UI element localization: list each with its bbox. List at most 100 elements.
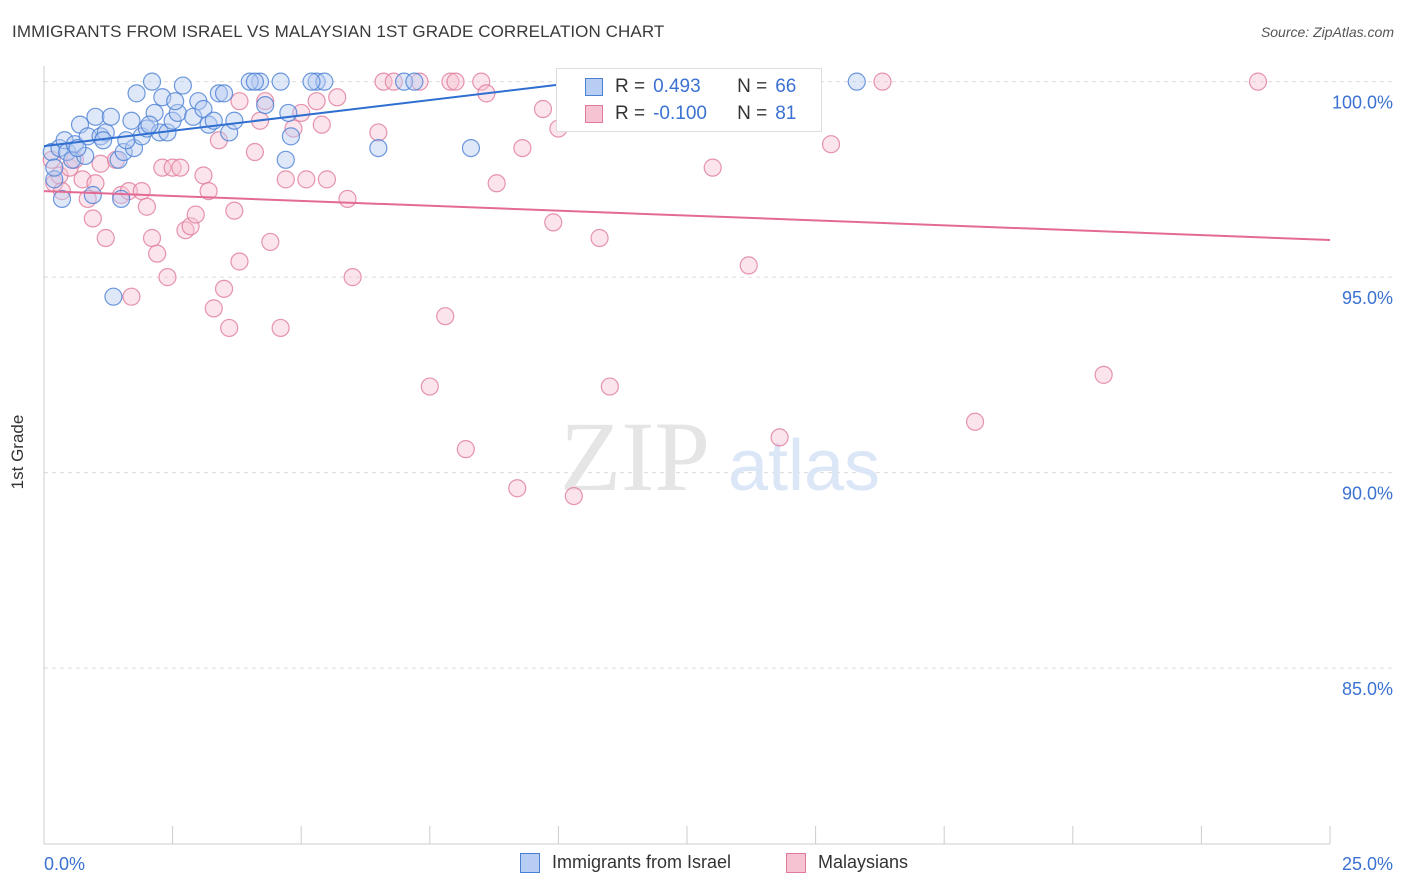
malaysian-point (384, 72, 403, 91)
malaysian-point (199, 182, 218, 201)
israel-point (83, 185, 102, 205)
israel-point (68, 139, 87, 158)
israel-point (166, 92, 185, 111)
israel-point (847, 72, 866, 91)
israel-point (405, 72, 424, 91)
israel-point (45, 158, 64, 177)
israel-point (114, 142, 133, 162)
israel-point (369, 139, 388, 158)
legend-label-israel: Immigrants from Israel (552, 852, 732, 872)
series-legend: Immigrants from Israel Malaysians (0, 852, 1406, 876)
malaysian-point (86, 174, 105, 193)
malaysian-point (564, 486, 583, 506)
israel-point (302, 72, 321, 91)
malaysian-point (374, 72, 393, 91)
legend-swatch-malaysians (786, 852, 806, 873)
israel-point (271, 72, 290, 91)
israel-point (104, 287, 123, 306)
legend-n-label: N = (737, 76, 768, 97)
malaysian-point (441, 72, 460, 91)
israel-point (245, 72, 265, 91)
malaysian-point (297, 170, 316, 189)
malaysian-point (204, 299, 223, 318)
israel-point (127, 84, 146, 103)
legend-r-value: 0.493 (653, 76, 701, 97)
malaysian-point (171, 158, 190, 177)
israel-point (307, 72, 326, 91)
malaysian-point (446, 72, 465, 91)
malaysian-point (220, 318, 239, 338)
malaysian-point (91, 154, 110, 173)
malaysian-point (487, 174, 506, 193)
malaysian-point (770, 428, 789, 447)
legend-item-israel[interactable]: Immigrants from Israel (520, 852, 731, 873)
israel-point (256, 95, 275, 115)
y-tick-label: 85.0% (1342, 679, 1393, 699)
israel-point (279, 103, 298, 123)
legend-item-malaysians[interactable]: Malaysians (786, 852, 908, 873)
malaysian-point (343, 268, 362, 287)
legend-swatch-israel (585, 78, 603, 96)
malaysian-point (533, 99, 553, 119)
malaysian-trend-line (43, 190, 1331, 241)
israel-point (145, 103, 164, 123)
israel-point (315, 72, 334, 91)
malaysian-point (271, 318, 290, 338)
source-label: Source: ZipAtlas.com (1260, 24, 1394, 40)
israel-point (86, 107, 105, 126)
malaysian-point (338, 189, 357, 209)
israel-point (52, 189, 72, 209)
x-tick-label: 25.0% (1342, 854, 1393, 874)
y-tick-label: 90.0% (1342, 484, 1393, 504)
malaysian-point (230, 252, 249, 271)
israel-point (281, 127, 301, 146)
legend-r-value: -0.100 (653, 103, 707, 124)
legend-n-value: 81 (775, 103, 797, 124)
malaysian-point (703, 158, 722, 177)
malaysian-point (410, 72, 429, 91)
points-layer (42, 72, 1268, 506)
malaysian-point (312, 115, 331, 134)
legend-label-malaysians: Malaysians (818, 852, 909, 872)
malaysian-point (245, 142, 265, 162)
malaysian-point (369, 123, 388, 142)
israel-point (101, 107, 120, 126)
stats-legend: R = 0.493 N = 66 R = -0.100 N = 81 (556, 68, 822, 132)
israel-trend-line (43, 80, 585, 148)
malaysian-point (307, 92, 326, 111)
malaysian-point (214, 279, 234, 298)
malaysian-point (256, 92, 275, 111)
malaysian-point (276, 170, 295, 189)
malaysian-point (83, 209, 102, 228)
israel-point (117, 131, 136, 150)
x-tick-label: 0.0% (44, 854, 85, 874)
legend-r-label: R = (615, 76, 646, 97)
malaysian-point (137, 197, 156, 216)
legend-row-israel: R = 0.493 N = 66 (557, 73, 796, 101)
malaysian-point (292, 103, 311, 123)
trend-layer (43, 80, 1331, 241)
malaysian-point (132, 182, 151, 201)
malaysian-point (821, 135, 841, 154)
axis-layer (43, 66, 1331, 845)
israel-point (250, 72, 270, 91)
malaysian-point (600, 377, 619, 396)
malaysian-point (261, 232, 280, 252)
israel-point (394, 72, 414, 91)
malaysian-point (317, 170, 337, 189)
israel-point (140, 115, 159, 134)
malaysian-point (472, 72, 491, 91)
malaysian-point (194, 166, 213, 185)
malaysian-point (96, 228, 115, 248)
malaysian-point (158, 268, 177, 287)
y-tick-label: 100.0% (1332, 93, 1393, 113)
malaysian-point (544, 213, 563, 232)
malaysian-point (420, 377, 439, 396)
israel-point (214, 84, 234, 103)
israel-point (173, 76, 192, 95)
legend-n-value: 66 (775, 76, 797, 97)
watermark-atlas: atlas (728, 426, 880, 506)
y-tick-label: 95.0% (1342, 288, 1393, 308)
malaysian-point (965, 412, 985, 431)
